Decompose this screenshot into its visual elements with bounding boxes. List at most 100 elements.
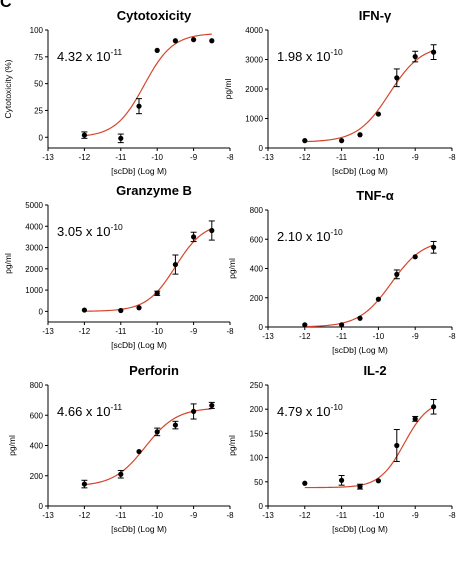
data-point xyxy=(357,132,363,138)
x-tick-label: -8 xyxy=(448,511,456,520)
y-tick-label: 4000 xyxy=(25,222,43,231)
data-point xyxy=(394,271,400,277)
x-tick-label: -8 xyxy=(448,332,456,341)
data-point xyxy=(136,305,142,311)
x-tick-label: -9 xyxy=(190,327,198,336)
ec50-value: 3.05 x 10 xyxy=(57,224,111,239)
x-axis-label: [scDb] (Log M) xyxy=(332,345,388,355)
data-point xyxy=(339,138,345,144)
ec50-value: 4.32 x 10 xyxy=(57,49,111,64)
y-axis-label: pg/ml xyxy=(227,258,237,279)
fit-curve xyxy=(304,244,434,328)
y-tick-label: 0 xyxy=(39,133,44,142)
chart-panel-4: TNF-α -13 -12 -11 -10 -9 -8 0 200 400 600 800 [scDb]… xyxy=(227,188,456,355)
y-tick-label: 800 xyxy=(30,381,44,390)
data-point xyxy=(172,38,178,44)
ec50-annotation: 4.66 x 10-11 xyxy=(57,402,122,419)
y-tick-label: 600 xyxy=(30,411,44,420)
y-tick-label: 200 xyxy=(250,294,264,303)
ec50-value: 1.98 x 10 xyxy=(277,49,331,64)
x-tick-label: -13 xyxy=(262,511,274,520)
x-axis-label: [scDb] (Log M) xyxy=(111,340,167,350)
data-point xyxy=(431,404,437,410)
x-tick-label: -10 xyxy=(373,153,385,162)
data-point xyxy=(357,315,363,321)
y-tick-label: 25 xyxy=(34,106,43,115)
y-tick-label: 2000 xyxy=(25,265,43,274)
ec50-exponent: -11 xyxy=(111,47,123,57)
x-tick-label: -10 xyxy=(151,511,163,520)
ec50-annotation: 1.98 x 10-10 xyxy=(277,47,343,64)
fit-curve xyxy=(84,228,213,312)
x-tick-label: -11 xyxy=(336,332,348,341)
y-tick-label: 100 xyxy=(30,26,44,35)
y-axis-label: pg/ml xyxy=(223,79,233,100)
data-point xyxy=(191,408,197,415)
x-tick-label: -12 xyxy=(299,511,311,520)
ec50-value: 2.10 x 10 xyxy=(277,229,331,244)
data-point xyxy=(339,322,345,328)
y-tick-label: 3000 xyxy=(245,56,263,65)
data-point xyxy=(209,38,215,44)
data-point xyxy=(302,322,308,328)
chart-title: Perforin xyxy=(129,363,179,378)
data-point xyxy=(118,471,124,477)
data-point xyxy=(302,480,308,486)
y-axis-label: pg/ml xyxy=(3,253,13,274)
x-tick-label: -8 xyxy=(226,511,234,520)
data-point xyxy=(118,307,124,314)
ec50-value: 4.79 x 10 xyxy=(277,404,331,419)
y-tick-label: 600 xyxy=(250,235,264,244)
x-tick-label: -9 xyxy=(412,332,420,341)
data-point xyxy=(357,484,363,490)
x-tick-label: -8 xyxy=(226,153,234,162)
y-tick-label: 400 xyxy=(30,442,44,451)
x-tick-label: -10 xyxy=(373,511,385,520)
y-tick-label: 200 xyxy=(250,405,264,414)
x-tick-label: -12 xyxy=(79,153,91,162)
chart-panel-1: Cytotoxicity -13 -12 -11 -10 -9 -8 0 25 50 75 100 [s… xyxy=(3,8,234,176)
x-tick-label: -10 xyxy=(151,153,163,162)
x-tick-label: -10 xyxy=(151,327,163,336)
data-point xyxy=(172,261,178,268)
data-point xyxy=(412,254,418,260)
y-tick-label: 0 xyxy=(259,502,264,511)
data-point xyxy=(191,37,197,43)
chart-title: Cytotoxicity xyxy=(117,8,192,23)
data-point xyxy=(412,53,418,60)
data-point xyxy=(154,429,160,435)
x-tick-label: -8 xyxy=(448,153,456,162)
y-tick-label: 0 xyxy=(259,323,264,332)
chart-title: TNF-α xyxy=(356,188,394,203)
data-point xyxy=(81,307,87,313)
x-tick-label: -13 xyxy=(42,511,54,520)
x-tick-label: -13 xyxy=(262,153,274,162)
data-point xyxy=(431,244,437,250)
ec50-annotation: 4.32 x 10-11 xyxy=(57,47,122,64)
y-tick-label: 1000 xyxy=(25,286,43,295)
chart-panel-6: IL-2 -13 -12 -11 -10 -9 -8 0 50 100 150 200 250 [scDb… xyxy=(227,363,456,534)
y-tick-label: 5000 xyxy=(25,201,43,210)
x-tick-label: -12 xyxy=(79,511,91,520)
y-tick-label: 250 xyxy=(250,381,264,390)
x-tick-label: -11 xyxy=(336,511,348,520)
data-point xyxy=(136,103,142,109)
x-axis-label: [scDb] (Log M) xyxy=(111,166,167,176)
data-point xyxy=(136,448,142,455)
data-point xyxy=(118,135,124,141)
x-tick-label: -9 xyxy=(190,511,198,520)
y-tick-label: 150 xyxy=(250,429,264,438)
x-axis-label: [scDb] (Log M) xyxy=(332,166,388,176)
x-tick-label: -13 xyxy=(42,327,54,336)
x-tick-label: -8 xyxy=(226,327,234,336)
y-tick-label: 0 xyxy=(259,144,264,153)
data-point xyxy=(375,478,381,484)
x-tick-label: -9 xyxy=(412,153,420,162)
y-tick-label: 1000 xyxy=(245,115,263,124)
data-point xyxy=(375,111,381,117)
ec50-value: 4.66 x 10 xyxy=(57,404,111,419)
x-tick-label: -13 xyxy=(42,153,54,162)
data-point xyxy=(431,49,437,55)
x-tick-label: -9 xyxy=(412,511,420,520)
